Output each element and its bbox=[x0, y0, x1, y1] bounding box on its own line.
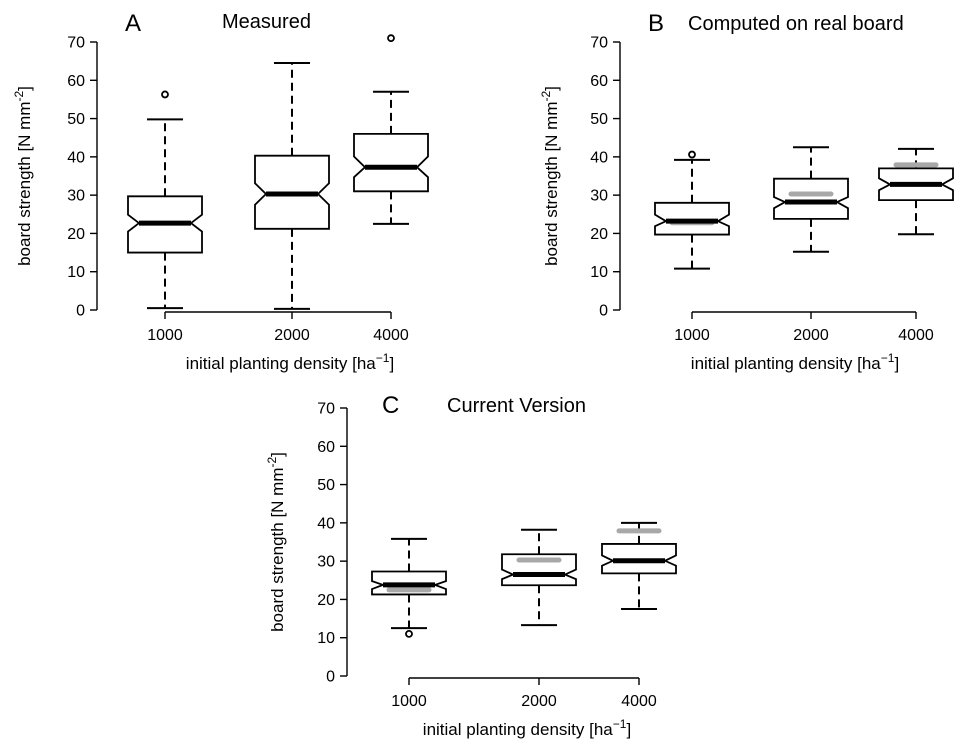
x-axis-label: initial planting density [ha−1] bbox=[423, 717, 631, 739]
y-tick-label: 30 bbox=[67, 188, 85, 205]
panel-letter: A bbox=[125, 10, 141, 37]
panel-letter: B bbox=[648, 10, 664, 37]
box-1000 bbox=[654, 150, 730, 270]
panel-c: 0 10 20 30 40 50 60 70 1000 2000 4000 C Current Vers… bbox=[265, 392, 677, 739]
y-tick-label: 60 bbox=[67, 73, 85, 90]
x-axis-label: initial planting density [ha−1] bbox=[186, 351, 394, 373]
x-tick-label: 4000 bbox=[898, 327, 934, 344]
y-tick-label: 40 bbox=[590, 149, 608, 166]
y-tick-label: 0 bbox=[599, 303, 608, 320]
y-tick-label: 30 bbox=[317, 554, 335, 571]
y-tick-label: 10 bbox=[67, 264, 85, 281]
y-tick-label: 70 bbox=[590, 35, 608, 52]
x-tick-label: 1000 bbox=[674, 327, 710, 344]
y-tick-label: 0 bbox=[326, 669, 335, 686]
panel-b: 0 10 20 30 40 50 60 70 1000 2000 4000 B Computed on … bbox=[539, 10, 954, 373]
x-tick-label: 4000 bbox=[621, 693, 657, 710]
y-tick-label: 30 bbox=[590, 188, 608, 205]
box-1000 bbox=[127, 90, 203, 310]
y-tick-label: 20 bbox=[317, 592, 335, 609]
x-tick-label: 2000 bbox=[521, 693, 557, 710]
outlier-point bbox=[161, 90, 169, 99]
panel-title: Current Version bbox=[447, 395, 586, 417]
notched-box bbox=[353, 132, 429, 193]
y-tick-label: 60 bbox=[317, 439, 335, 456]
y-axis-label: board strength [N mm-2] bbox=[265, 452, 287, 632]
y-tick-label: 70 bbox=[67, 35, 85, 52]
y-tick-label: 50 bbox=[67, 111, 85, 128]
box-1000 bbox=[371, 537, 447, 638]
panel-title: Measured bbox=[222, 11, 311, 33]
panel-title: Computed on real board bbox=[688, 13, 904, 35]
y-tick-label: 40 bbox=[67, 149, 85, 166]
box-2000 bbox=[773, 146, 849, 253]
outlier-point bbox=[387, 34, 395, 43]
x-tick-label: 1000 bbox=[147, 327, 183, 344]
box-4000 bbox=[353, 34, 429, 225]
panel-a: 0 10 20 30 40 50 60 70 1000 2000 4000 A Measured init… bbox=[12, 10, 429, 373]
x-axis-label: initial planting density [ha−1] bbox=[691, 351, 899, 373]
outlier-point bbox=[688, 150, 696, 159]
y-axis-label: board strength [N mm-2] bbox=[12, 86, 34, 266]
panel-letter: C bbox=[382, 392, 399, 419]
y-tick-label: 10 bbox=[317, 630, 335, 647]
y-tick-label: 20 bbox=[67, 226, 85, 243]
y-tick-label: 70 bbox=[317, 401, 335, 418]
box-2000 bbox=[501, 528, 577, 627]
y-tick-label: 50 bbox=[317, 477, 335, 494]
y-tick-label: 10 bbox=[590, 264, 608, 281]
box-4000 bbox=[601, 521, 677, 610]
x-tick-label: 1000 bbox=[391, 693, 427, 710]
y-tick-label: 20 bbox=[590, 226, 608, 243]
notched-box bbox=[773, 177, 849, 220]
x-tick-label: 4000 bbox=[373, 327, 409, 344]
y-tick-label: 40 bbox=[317, 515, 335, 532]
box-2000 bbox=[254, 62, 330, 310]
x-tick-label: 2000 bbox=[274, 327, 310, 344]
y-tick-label: 60 bbox=[590, 73, 608, 90]
y-tick-label: 50 bbox=[590, 111, 608, 128]
y-axis-label: board strength [N mm-2] bbox=[539, 86, 561, 266]
outlier-point bbox=[405, 629, 413, 638]
y-tick-label: 0 bbox=[76, 303, 85, 320]
x-tick-label: 2000 bbox=[793, 327, 829, 344]
box-4000 bbox=[878, 147, 954, 236]
